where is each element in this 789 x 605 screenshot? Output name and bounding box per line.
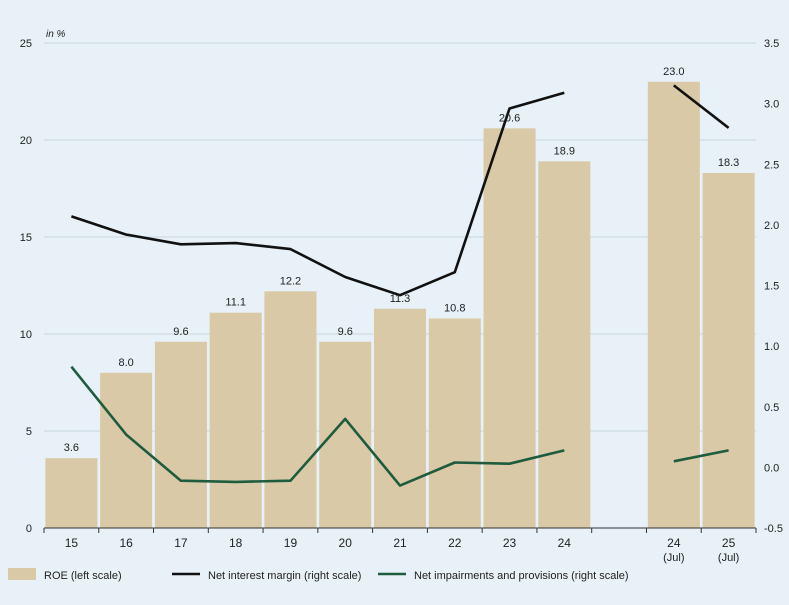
legend-label: Net interest margin (right scale) [208,570,361,582]
y-right-tick-label: 0.0 [764,462,779,474]
bars [45,81,755,529]
x-tick-label: 23 [503,536,517,550]
x-tick-label: 19 [284,536,298,550]
bar-value-label: 11.3 [390,293,411,305]
bar-value-label: 23.0 [663,66,684,78]
bar [538,161,591,528]
bar-value-label: 9.6 [338,326,353,338]
bar-value-label: 11.1 [225,297,246,309]
gridlines [44,42,756,432]
bar-value-label: 9.6 [173,326,188,338]
bar-value-label: 18.9 [554,145,575,157]
x-tick-label: 21 [393,536,407,550]
y-left-tick-label: 5 [26,426,32,438]
x-tick-label: 18 [229,536,243,550]
bar [264,291,317,528]
legend-label: ROE (left scale) [44,570,122,582]
axes: in % 0 5 10 15 20 25 -0.5 0.0 0.5 1.0 1.5 2.0 2.5 3.0… [20,29,783,564]
y-right-tick-label: 2.0 [764,220,779,232]
bar [373,308,427,528]
y-right-tick-label: 1.0 [764,341,779,353]
x-tick-label: (Jul) [663,552,684,564]
x-tick-label: 17 [174,536,188,550]
y-right-tick-label: 3.5 [764,38,779,50]
bar [428,318,481,528]
x-tick-label: 25 [722,536,736,550]
y-right-tick-label: 1.5 [764,281,779,293]
y-right-tick-label: 3.0 [764,99,779,111]
y-right-tick-label: 2.5 [764,159,779,171]
lines [70,84,730,487]
x-tick-label: 24 [558,536,572,550]
x-tick-label: (Jul) [718,552,739,564]
bar-value-label: 8.0 [119,357,134,369]
data-labels: 3.6 8.0 9.6 11.1 12.2 9.6 11.3 10.8 20.6 18.9 23.0… [64,66,740,454]
x-tick-label: 16 [119,536,133,550]
series-line [70,365,565,487]
x-tick-label: 15 [65,536,79,550]
legend-label: Net impairments and provisions (right sc… [414,570,629,582]
bar [45,458,98,528]
bar-value-label: 18.3 [718,157,739,169]
y-left-tick-label: 0 [26,523,32,535]
bar-value-label: 12.2 [280,275,301,287]
x-tick-label: 20 [339,536,353,550]
series-line [70,91,565,297]
bar [154,341,207,528]
unit-label: in % [46,29,66,40]
bar [483,128,536,529]
bar [319,341,372,528]
y-right-tick-label: -0.5 [764,523,783,535]
bar [209,312,262,528]
y-left-tick-label: 10 [20,329,32,341]
bar [702,172,755,529]
y-right-tick-label: 0.5 [764,402,779,414]
bar-value-label: 3.6 [64,442,79,454]
legend-swatch [8,568,36,580]
series-line [673,84,730,129]
y-left-tick-label: 20 [20,135,32,147]
bar-value-label: 10.8 [444,302,465,314]
y-left-tick-label: 25 [20,38,32,50]
bar [647,81,700,529]
legend: ROE (left scale) Net interest margin (rig… [8,568,629,582]
x-tick-label: 24 [667,536,681,550]
x-tick-label: 22 [448,536,462,550]
y-left-tick-label: 15 [20,232,32,244]
bar-value-label: 20.6 [499,112,520,124]
series-line [673,449,729,463]
